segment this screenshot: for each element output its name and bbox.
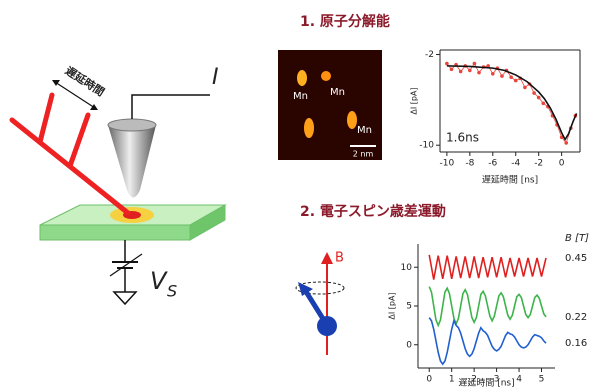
section-title: 2. 電子スピン歳差運動 [300,203,446,220]
x-tick-label: 1 [449,375,455,385]
image-label: Mn [330,87,345,98]
tip-top [108,119,156,131]
data-point [473,62,477,66]
x-tick-label: -10 [440,159,455,169]
arrowhead [321,252,333,264]
x-tick-label: 5 [539,375,545,385]
data-point [445,62,449,66]
y-tick-label: 0 [406,340,412,350]
atom [321,71,331,81]
atom [297,70,307,86]
data-point [541,101,545,105]
figure: 遅延時間 I V S 1. 原子分解能 Mn Mn Mn 2 nm 2. 電子ス… [0,0,589,389]
atom [304,118,314,138]
spin-ball [317,316,337,336]
series-line [429,318,546,365]
legend-label: 0.22 [565,312,587,323]
y-axis-label: ΔI [pA] [410,87,419,114]
y-tick-label: 10 [401,263,413,273]
legend-label: 0.16 [565,338,587,349]
data-point [509,75,513,79]
data-point [523,86,527,90]
data-point [514,79,518,83]
data-point [564,141,568,145]
tip [108,122,156,198]
series-line [429,255,546,280]
image-label: Mn [357,125,372,136]
data-point [468,69,472,73]
legend-label: 0.45 [565,253,587,264]
spin-arrow [305,290,325,322]
laser [12,95,128,213]
ground [114,292,136,304]
x-tick-label: -4 [511,159,520,169]
spin-icon: B [296,251,344,356]
scale-label: 2 nm [353,150,374,159]
data-point [477,71,481,75]
x-tick-label: -8 [465,159,474,169]
x-tick-label: 0 [559,159,565,169]
annotation: 1.6ns [446,131,479,145]
stm-image: Mn Mn Mn 2 nm [278,50,382,160]
y-axis-label: ΔI [pA] [388,292,397,319]
image-bg [278,50,382,160]
data-point [491,72,495,76]
x-tick-label: 4 [516,375,522,385]
section-title: 1. 原子分解能 [300,13,390,30]
data-point [450,67,454,71]
legend-title: B [T] [565,233,589,244]
y-tick-label: -10 [419,141,434,151]
wire [132,95,210,119]
atom [347,111,357,129]
x-axis-label: 遅延時間 [ns] [482,174,538,186]
series-line [429,287,546,326]
variable-arrow [110,254,142,276]
data-point [532,91,536,95]
sample-front [40,225,190,240]
y-tick-label: -2 [425,50,434,60]
voltage-label: V [150,267,168,295]
voltage-sub: S [167,282,177,301]
current-label: I [212,65,219,90]
data-point [537,96,541,100]
y-tick-label: 5 [406,302,412,312]
x-tick-label: -6 [488,159,497,169]
x-tick-label: 0 [426,375,432,385]
image-label: Mn [293,91,308,102]
schematic: 遅延時間 I V S [12,63,225,304]
x-axis-label: 遅延時間 [ns] [458,377,514,389]
x-tick-label: -2 [534,159,543,169]
delay-label: 遅延時間 [63,63,108,99]
field-label: B [335,251,344,266]
data-point [459,70,463,74]
data-point [500,74,504,78]
